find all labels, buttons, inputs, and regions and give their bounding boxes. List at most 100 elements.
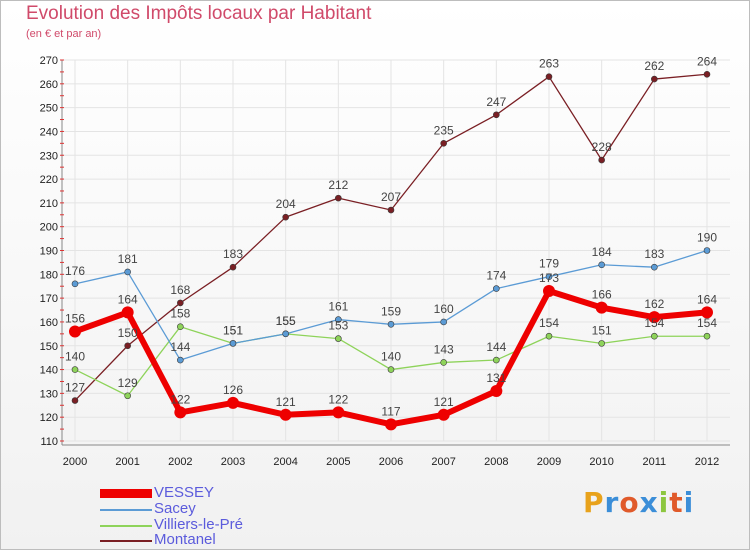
data-point-sacey — [335, 316, 342, 323]
data-point-sacey — [177, 356, 184, 364]
y-tick-label: 240 — [40, 126, 58, 138]
data-label-montanel: 168 — [170, 283, 190, 297]
data-point-montanel — [71, 397, 79, 404]
x-tick-label: 2005 — [326, 456, 350, 468]
data-label-vessey: 121 — [276, 395, 296, 409]
data-point-sacey — [124, 268, 131, 276]
data-point-villiers-le-pr — [177, 323, 184, 331]
legend-label-vessey: VESSEY — [154, 484, 215, 501]
data-point-montanel — [598, 156, 605, 164]
y-tick-label: 250 — [40, 103, 58, 115]
data-point-montanel — [440, 140, 447, 147]
data-point-vessey — [490, 384, 503, 397]
data-label-sacey: 179 — [539, 257, 559, 271]
x-tick-label: 2004 — [273, 456, 297, 468]
data-label-sacey: 161 — [328, 300, 348, 314]
y-tick-label: 110 — [40, 436, 58, 448]
y-tick-label: 190 — [40, 246, 58, 258]
data-label-villiers-le-pr: 140 — [65, 350, 85, 364]
data-label-vessey: 162 — [644, 297, 664, 311]
data-label-vessey: 126 — [223, 383, 243, 397]
y-tick-label: 180 — [40, 269, 58, 281]
data-label-montanel: 262 — [644, 59, 664, 73]
legend-label-sacey: Sacey — [154, 500, 196, 517]
data-label-vessey: 166 — [592, 288, 612, 302]
legend-swatch-sacey — [100, 509, 152, 511]
logo-letter: x — [639, 486, 659, 519]
data-label-montanel: 264 — [697, 54, 717, 68]
data-label-villiers-le-pr: 129 — [118, 376, 138, 390]
data-point-villiers-le-pr — [545, 332, 553, 340]
data-point-sacey — [282, 330, 289, 338]
data-point-villiers-le-pr — [703, 332, 711, 340]
y-tick-label: 170 — [40, 293, 58, 305]
data-label-vessey: 156 — [65, 311, 85, 325]
data-label-sacey: 181 — [118, 252, 138, 266]
x-tick-label: 2012 — [695, 456, 719, 468]
data-label-sacey: 155 — [276, 314, 296, 328]
chart-subtitle: (en € et par an) — [26, 28, 102, 40]
data-point-vessey — [701, 306, 713, 319]
x-tick-label: 2009 — [537, 456, 561, 468]
data-label-vessey: 117 — [381, 404, 400, 418]
y-tick-label: 230 — [40, 150, 58, 162]
data-label-villiers-le-pr: 154 — [644, 316, 664, 330]
data-label-vessey: 164 — [697, 292, 717, 306]
data-label-vessey: 121 — [434, 395, 454, 409]
legend-swatch-montanel — [100, 540, 152, 542]
data-label-villiers-le-pr: 151 — [223, 323, 243, 337]
x-tick-label: 2007 — [431, 456, 455, 468]
data-label-montanel: 263 — [539, 57, 559, 71]
data-label-villiers-le-pr: 144 — [486, 340, 506, 354]
data-point-vessey — [332, 406, 345, 419]
data-label-montanel: 207 — [381, 190, 401, 204]
data-point-villiers-le-pr — [493, 356, 500, 364]
data-point-villiers-le-pr — [71, 366, 79, 373]
data-point-sacey — [545, 273, 553, 280]
data-label-sacey: 183 — [644, 247, 664, 261]
y-tick-label: 270 — [40, 55, 58, 67]
data-point-sacey — [387, 321, 395, 328]
data-point-montanel — [545, 73, 553, 80]
data-label-villiers-le-pr: 140 — [381, 350, 401, 364]
data-label-sacey: 174 — [486, 269, 506, 283]
data-point-montanel — [124, 342, 131, 350]
legend-swatch-villiers — [100, 525, 152, 527]
data-label-vessey: 122 — [328, 392, 348, 406]
data-point-sacey — [493, 285, 500, 292]
data-point-montanel — [651, 75, 658, 83]
data-point-vessey — [437, 408, 450, 421]
data-label-vessey: 164 — [118, 292, 138, 306]
x-tick-label: 2001 — [115, 456, 139, 468]
logo-letter: r — [604, 486, 620, 519]
data-point-montanel — [282, 213, 289, 221]
logo-letter: o — [619, 486, 640, 519]
data-label-sacey: 159 — [381, 304, 401, 318]
logo-letter: P — [583, 486, 605, 519]
legend-label-montanel: Montanel — [154, 531, 216, 548]
data-point-vessey — [227, 396, 239, 409]
data-label-montanel: 127 — [65, 381, 85, 395]
data-label-sacey: 160 — [434, 302, 454, 316]
y-tick-label: 260 — [40, 79, 58, 91]
data-label-villiers-le-pr: 155 — [276, 314, 296, 328]
y-tick-label: 160 — [40, 317, 58, 329]
data-label-montanel: 247 — [486, 95, 506, 109]
y-tick-label: 210 — [40, 198, 58, 210]
data-label-sacey: 144 — [170, 340, 190, 354]
data-point-vessey — [595, 301, 608, 314]
logo-letter: i — [683, 486, 695, 519]
x-tick-label: 2011 — [643, 456, 667, 468]
data-label-villiers-le-pr: 143 — [434, 342, 454, 356]
proxiti-logo: Proxiti — [583, 486, 694, 519]
data-label-sacey: 176 — [65, 264, 85, 278]
data-point-montanel — [703, 70, 711, 78]
data-point-sacey — [71, 280, 79, 288]
data-point-vessey — [121, 306, 134, 319]
data-point-vessey — [279, 408, 292, 421]
data-label-villiers-le-pr: 154 — [697, 316, 717, 330]
legend-label-villiers: Villiers-le-Pré — [154, 516, 243, 533]
x-tick-label: 2010 — [589, 456, 613, 468]
x-tick-label: 2008 — [484, 456, 508, 468]
